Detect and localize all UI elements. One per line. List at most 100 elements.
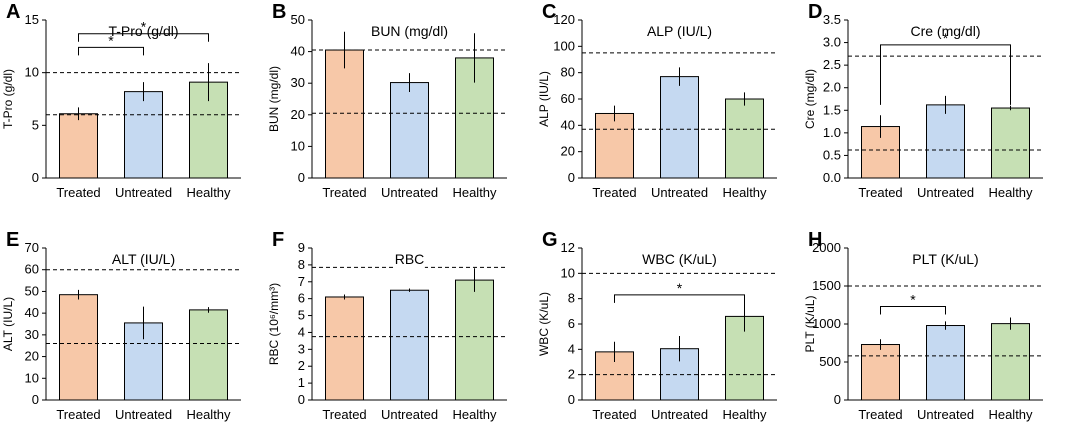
significance-bracket-h bbox=[880, 306, 946, 315]
y-tick-label-e: 0 bbox=[32, 392, 39, 407]
y-tick-label-e: 50 bbox=[25, 283, 39, 298]
significance-bracket-g bbox=[614, 294, 745, 303]
panel-d: D Cre (mg/dl) 0.0 0.5 1.0 1.5 2.0 2.5 3.0 3.5 Trea… bbox=[803, 1, 1043, 200]
y-tick-label-e: 10 bbox=[25, 370, 39, 385]
chart-title-b: BUN (mg/dl) bbox=[371, 23, 448, 39]
y-axis-label-f: RBC (10⁶/mm³) bbox=[267, 283, 281, 365]
y-tick-label-f: 3 bbox=[298, 341, 305, 356]
x-tick-label-e: Treated bbox=[56, 407, 100, 422]
x-tick-label-g: Untreated bbox=[651, 407, 708, 422]
y-tick-label-d: 3.0 bbox=[823, 35, 841, 50]
chart-title-a: T-Pro (g/dl) bbox=[108, 23, 178, 39]
y-tick-label-a: 5 bbox=[32, 117, 39, 132]
title-backdrop-a bbox=[93, 22, 194, 40]
y-tick-label-c: 100 bbox=[553, 38, 575, 53]
x-tick-label-g: Healthy bbox=[722, 407, 767, 422]
y-axis-label-g: WBC (K/uL) bbox=[537, 292, 551, 356]
bar-c-untreated bbox=[660, 76, 699, 179]
chart-title-g: WBC (K/uL) bbox=[642, 251, 717, 267]
x-tick-label-e: Healthy bbox=[186, 407, 231, 422]
x-tick-label-b: Untreated bbox=[381, 185, 438, 200]
y-tick-label-g: 8 bbox=[568, 291, 575, 306]
title-backdrop-f bbox=[394, 250, 425, 268]
y-tick-label-h: 2000 bbox=[812, 240, 841, 255]
x-tick-label-a: Healthy bbox=[186, 185, 231, 200]
x-tick-label-c: Untreated bbox=[651, 185, 708, 200]
y-axis-label-e: ALT (IU/L) bbox=[1, 297, 15, 351]
significance-bracket-a bbox=[78, 33, 209, 42]
bar-e-healthy bbox=[189, 309, 228, 401]
title-backdrop-b bbox=[363, 22, 456, 40]
title-backdrop-d bbox=[899, 22, 992, 40]
y-tick-label-d: 2.5 bbox=[823, 57, 841, 72]
x-tick-label-h: Untreated bbox=[917, 407, 974, 422]
y-tick-label-h: 1500 bbox=[812, 278, 841, 293]
y-tick-label-g: 2 bbox=[568, 367, 575, 382]
y-axis-label-a: T-Pro (g/dl) bbox=[1, 69, 15, 129]
bar-d-healthy bbox=[991, 107, 1030, 179]
y-tick-label-f: 7 bbox=[298, 274, 305, 289]
bar-d-untreated bbox=[926, 104, 965, 179]
y-tick-label-d: 3.5 bbox=[823, 12, 841, 27]
y-tick-label-g: 6 bbox=[568, 316, 575, 331]
y-tick-label-f: 8 bbox=[298, 257, 305, 272]
y-tick-label-g: 10 bbox=[561, 265, 575, 280]
x-tick-label-h: Healthy bbox=[988, 407, 1033, 422]
y-tick-label-c: 40 bbox=[561, 117, 575, 132]
y-axis-label-b: BUN (mg/dl) bbox=[267, 66, 281, 132]
panel-a: A T-Pro (g/dl) 0 5 10 15 Treated Untreated Healt… bbox=[1, 1, 241, 200]
y-tick-label-b: 50 bbox=[291, 12, 305, 27]
x-tick-label-c: Healthy bbox=[722, 185, 767, 200]
y-tick-label-b: 30 bbox=[291, 75, 305, 90]
y-tick-label-f: 2 bbox=[298, 358, 305, 373]
panel-f: F RBC (10⁶/mm³) 0 1 2 3 45 6 7 8 9 Treated Untreated… bbox=[267, 229, 507, 422]
panel-letter-b: B bbox=[272, 1, 286, 23]
y-tick-label-c: 0 bbox=[568, 170, 575, 185]
title-backdrop-g bbox=[637, 250, 722, 268]
panel-letter-a: A bbox=[6, 1, 20, 23]
y-axis-label-c: ALP (IU/L) bbox=[537, 71, 551, 127]
bar-e-treated bbox=[59, 294, 98, 401]
y-tick-label-f: 4 bbox=[298, 324, 305, 339]
y-tick-label-f: 6 bbox=[298, 291, 305, 306]
bar-h-healthy bbox=[991, 323, 1030, 401]
title-backdrop-c bbox=[637, 22, 722, 40]
y-tick-label-b: 40 bbox=[291, 44, 305, 59]
bar-c-treated bbox=[595, 112, 634, 179]
chart-title-d: Cre (mg/dl) bbox=[910, 23, 980, 39]
y-tick-label-g: 12 bbox=[561, 240, 575, 255]
y-tick-label-a: 15 bbox=[25, 12, 39, 27]
panel-e: E ALT (IU/L) 0 10 20 30 40 50 60 70 Treated Untreat… bbox=[1, 229, 241, 422]
y-axis-label-h: PLT (K/uL) bbox=[803, 296, 817, 353]
title-backdrop-h bbox=[903, 250, 988, 268]
significance-star-h: * bbox=[910, 292, 916, 308]
panel-letter-d: D bbox=[808, 1, 822, 23]
x-tick-label-a: Treated bbox=[56, 185, 100, 200]
y-tick-label-g: 0 bbox=[568, 392, 575, 407]
panel-letter-f: F bbox=[272, 229, 284, 251]
y-tick-label-d: 0.0 bbox=[823, 170, 841, 185]
y-tick-label-h: 0 bbox=[834, 392, 841, 407]
bar-b-treated bbox=[325, 49, 364, 179]
chart-title-f: RBC bbox=[395, 251, 425, 267]
panel-letter-e: E bbox=[6, 229, 19, 251]
x-tick-label-d: Healthy bbox=[988, 185, 1033, 200]
y-tick-label-f: 1 bbox=[298, 375, 305, 390]
panel-h: H PLT (K/uL) 0 500 1000 1500 2000 Treated Untrea… bbox=[803, 229, 1043, 422]
y-tick-label-d: 1.5 bbox=[823, 102, 841, 117]
significance-bracket-a bbox=[78, 46, 144, 56]
chart-title-h: PLT (K/uL) bbox=[912, 251, 978, 267]
y-axis-label-d: Cre (mg/dl) bbox=[803, 69, 817, 129]
x-tick-label-e: Untreated bbox=[115, 407, 172, 422]
x-tick-label-g: Treated bbox=[592, 407, 636, 422]
bar-f-healthy bbox=[455, 279, 494, 401]
y-tick-label-f: 5 bbox=[298, 308, 305, 323]
y-tick-label-c: 20 bbox=[561, 144, 575, 159]
y-tick-label-e: 40 bbox=[25, 305, 39, 320]
panel-b: B BUN (mg/dl) 0 10 20 30 40 50 Treated Untreated H… bbox=[267, 1, 507, 200]
x-tick-label-b: Treated bbox=[322, 185, 366, 200]
y-tick-label-e: 70 bbox=[25, 240, 39, 255]
x-tick-label-c: Treated bbox=[592, 185, 636, 200]
panel-letter-g: G bbox=[542, 229, 558, 251]
panel-letter-h: H bbox=[808, 229, 822, 251]
